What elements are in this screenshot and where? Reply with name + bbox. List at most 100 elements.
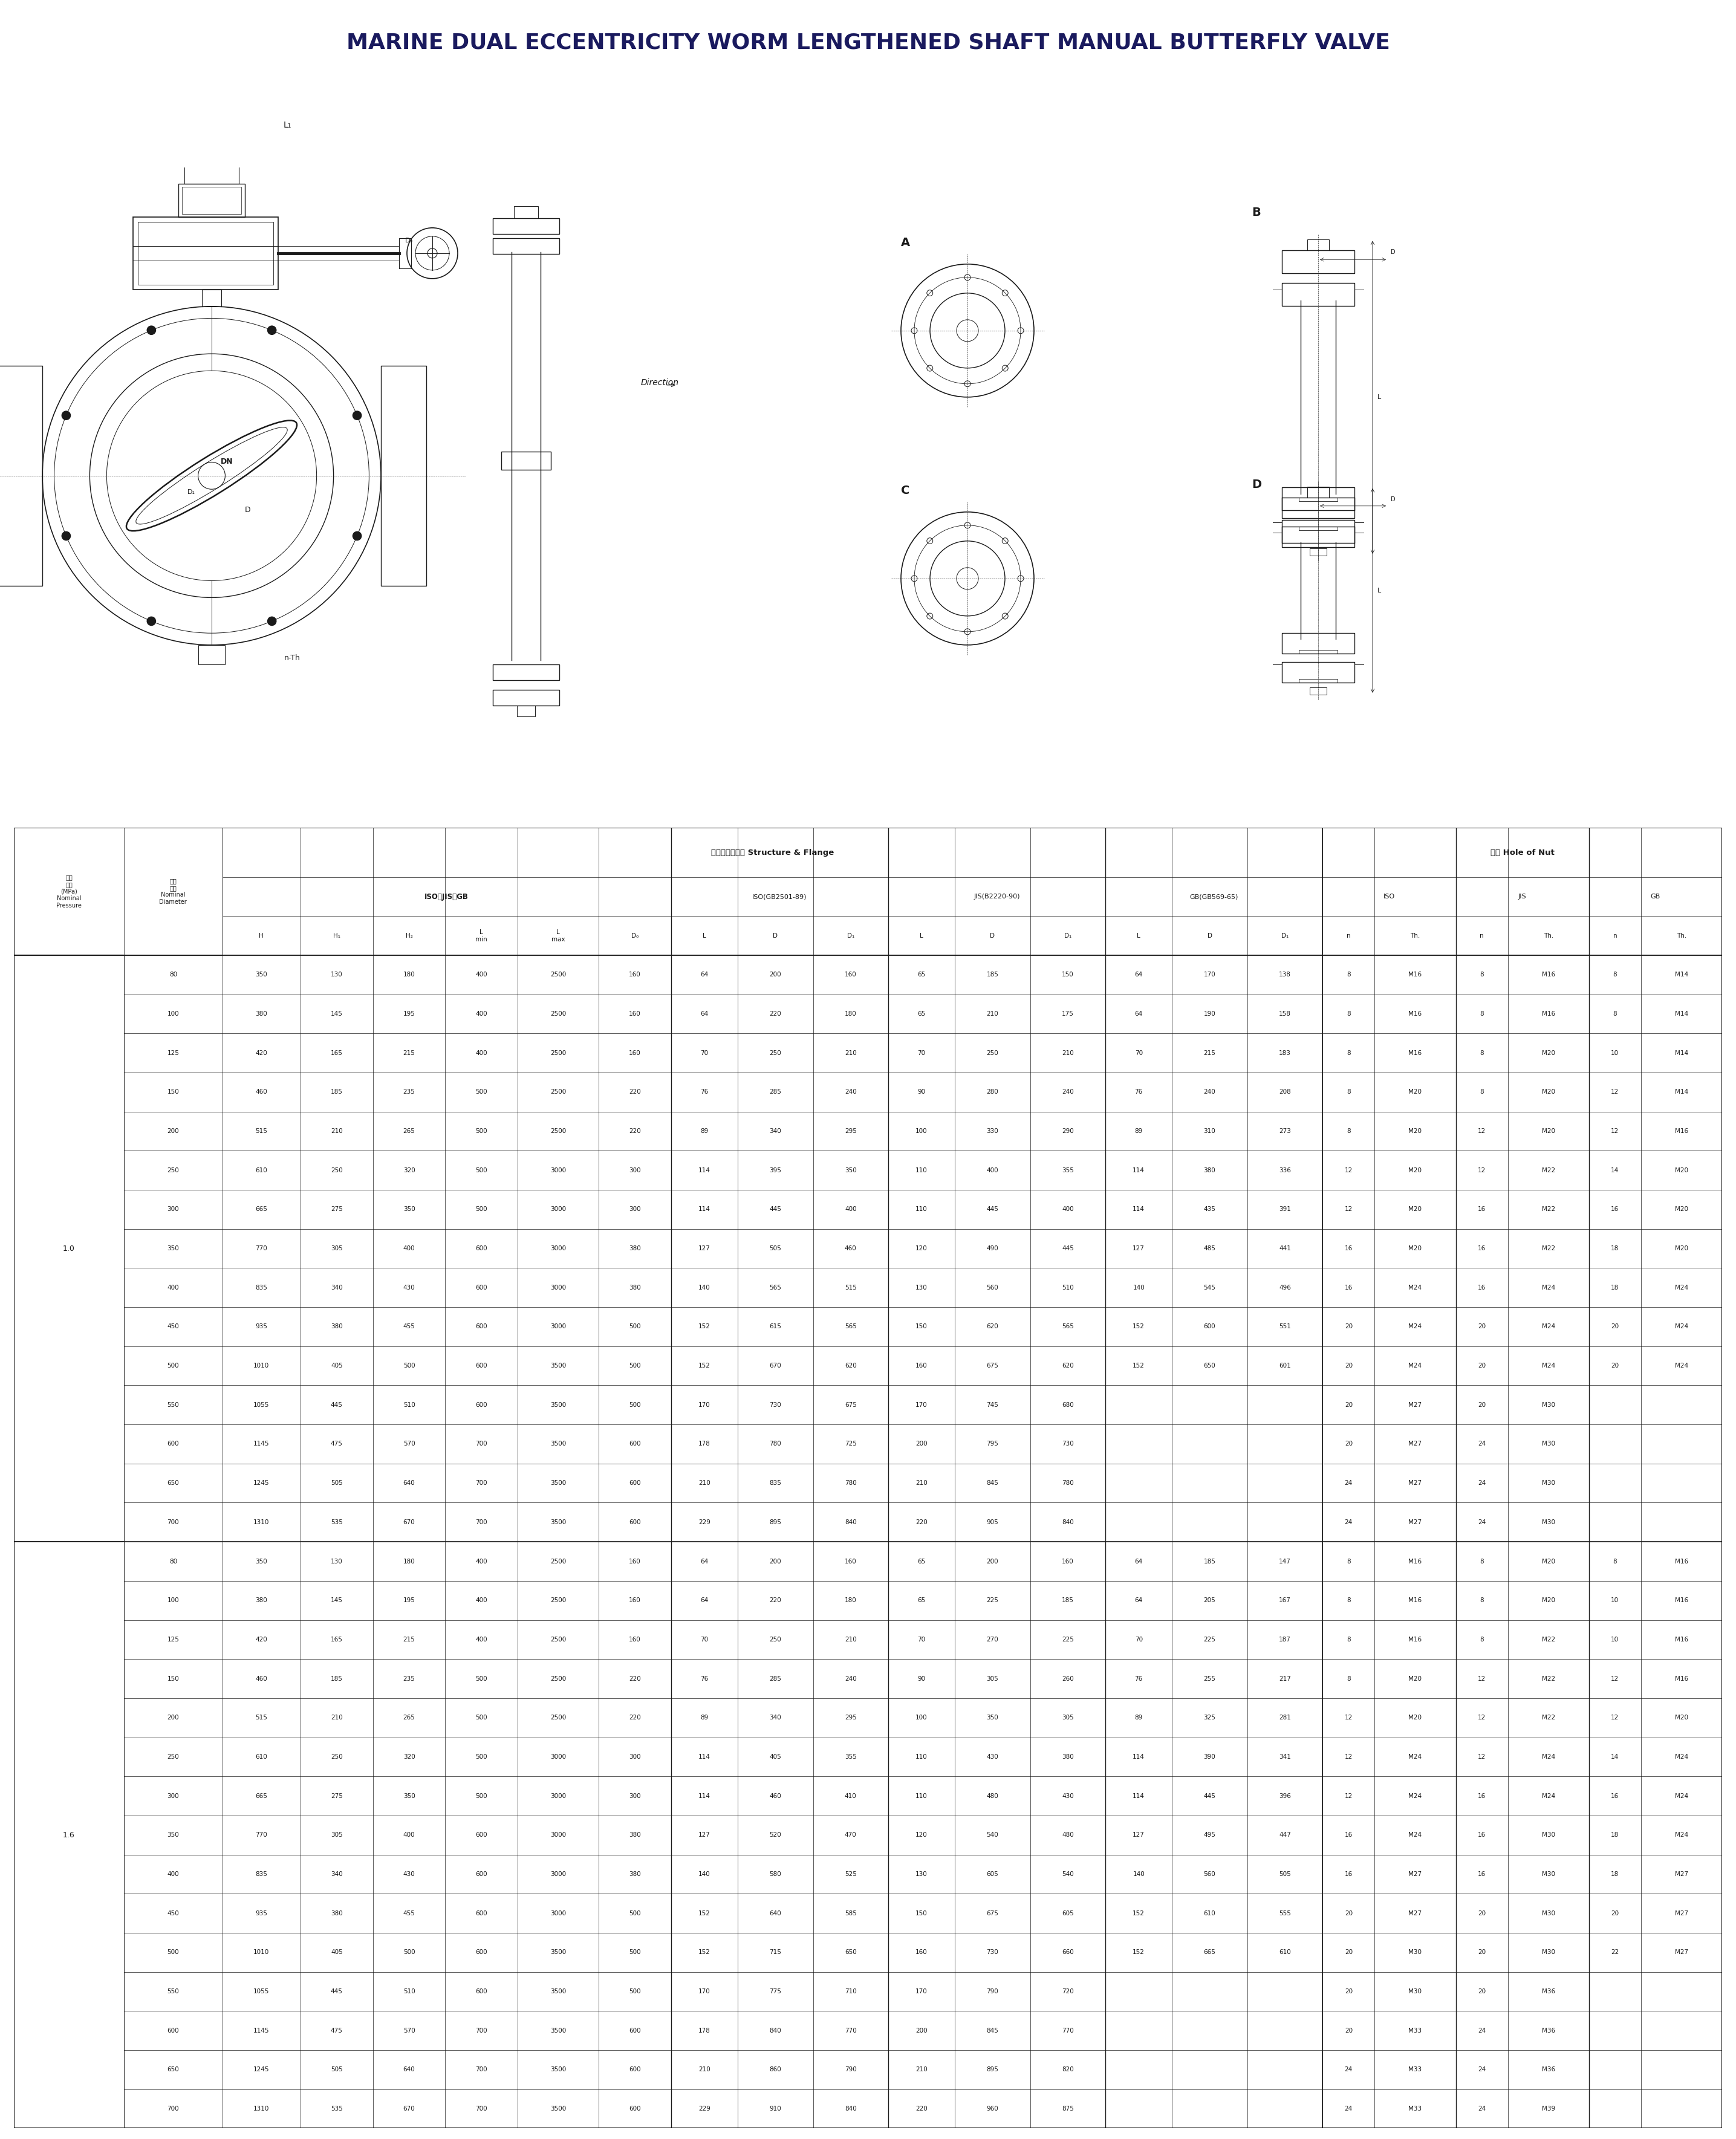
Text: 220: 220 [628, 1675, 641, 1681]
Text: 430: 430 [1062, 1792, 1075, 1799]
Text: 12: 12 [1611, 1089, 1620, 1095]
Text: 187: 187 [1279, 1636, 1292, 1643]
Text: 545: 545 [1203, 1286, 1215, 1290]
Text: 200: 200 [769, 971, 781, 978]
Text: M22: M22 [1542, 1206, 1555, 1213]
Text: M36: M36 [1542, 2066, 1555, 2073]
Text: 835: 835 [255, 1872, 267, 1878]
Text: 138: 138 [1279, 971, 1292, 978]
Text: 8: 8 [1479, 1012, 1484, 1016]
Text: 20: 20 [1477, 1989, 1486, 1994]
Text: 3500: 3500 [550, 1442, 566, 1448]
Bar [137, 222, 273, 284]
Text: 305: 305 [332, 1831, 342, 1837]
Text: GB(GB569-65): GB(GB569-65) [1189, 894, 1238, 901]
Text: 860: 860 [769, 2066, 781, 2073]
Text: 100: 100 [167, 1012, 179, 1016]
Text: 505: 505 [332, 1480, 342, 1487]
Text: 70: 70 [918, 1050, 925, 1057]
Text: 183: 183 [1279, 1050, 1292, 1057]
Text: 250: 250 [769, 1050, 781, 1057]
Text: 185: 185 [330, 1089, 342, 1095]
Text: 770: 770 [845, 2028, 856, 2034]
Text: 145: 145 [330, 1012, 342, 1016]
Text: 281: 281 [1279, 1715, 1292, 1720]
Text: 65: 65 [918, 971, 925, 978]
Text: 229: 229 [698, 2105, 710, 2111]
Text: ISO(GB2501-89): ISO(GB2501-89) [752, 894, 807, 901]
Text: 195: 195 [403, 1012, 415, 1016]
Text: 8: 8 [1347, 1636, 1351, 1643]
Text: 605: 605 [986, 1872, 998, 1878]
Text: 8: 8 [1347, 1127, 1351, 1134]
Text: Th.: Th. [1410, 933, 1420, 939]
Text: M20: M20 [1408, 1675, 1422, 1681]
Text: 65: 65 [918, 1598, 925, 1604]
Text: 490: 490 [986, 1245, 998, 1251]
Text: 70: 70 [700, 1636, 708, 1643]
Text: 435: 435 [1203, 1206, 1215, 1213]
Text: M24: M24 [1408, 1363, 1422, 1369]
Text: 152: 152 [1132, 1910, 1144, 1917]
Text: 600: 600 [476, 1363, 488, 1369]
Text: 公称
压力
(MPa)
Nominal
Pressure: 公称 压力 (MPa) Nominal Pressure [56, 875, 82, 909]
Text: 24: 24 [1477, 2105, 1486, 2111]
Text: Th.: Th. [1543, 933, 1554, 939]
Text: D₁: D₁ [187, 490, 196, 494]
Text: 560: 560 [1203, 1872, 1215, 1878]
Text: 130: 130 [915, 1286, 927, 1290]
Text: 350: 350 [403, 1792, 415, 1799]
Text: 496: 496 [1279, 1286, 1292, 1290]
Text: 460: 460 [845, 1245, 856, 1251]
Text: 600: 600 [628, 1519, 641, 1525]
Text: M27: M27 [1675, 1872, 1689, 1878]
Text: 20: 20 [1345, 1401, 1352, 1407]
Text: 8: 8 [1613, 1559, 1616, 1564]
Text: 127: 127 [1132, 1245, 1144, 1251]
Bar [179, 184, 245, 216]
Text: 225: 225 [1062, 1636, 1075, 1643]
Text: 公称
通径
Nominal
Diameter: 公称 通径 Nominal Diameter [160, 877, 187, 905]
Text: 16: 16 [1477, 1206, 1486, 1213]
Text: 1310: 1310 [253, 1519, 269, 1525]
Text: D₀: D₀ [404, 237, 413, 244]
Text: M20: M20 [1408, 1245, 1422, 1251]
Bar [1299, 650, 1337, 652]
Text: 350: 350 [255, 1559, 267, 1564]
Text: 620: 620 [986, 1324, 998, 1330]
Text: 3500: 3500 [550, 2028, 566, 2034]
Bar [1281, 633, 1354, 652]
Text: M24: M24 [1408, 1831, 1422, 1837]
Text: 460: 460 [255, 1675, 267, 1681]
Text: 600: 600 [476, 1872, 488, 1878]
Text: 1010: 1010 [253, 1949, 269, 1955]
Text: 220: 220 [628, 1089, 641, 1095]
Text: 380: 380 [1062, 1754, 1075, 1760]
Text: 220: 220 [915, 2105, 927, 2111]
Text: M27: M27 [1408, 1872, 1422, 1878]
Text: 100: 100 [915, 1715, 927, 1720]
Text: M30: M30 [1542, 1442, 1555, 1448]
Text: M16: M16 [1408, 971, 1422, 978]
Text: 500: 500 [476, 1715, 488, 1720]
Text: 250: 250 [769, 1636, 781, 1643]
Text: L
max: L max [552, 928, 564, 943]
Text: 120: 120 [915, 1245, 927, 1251]
Text: M30: M30 [1408, 1989, 1422, 1994]
Text: 505: 505 [769, 1245, 781, 1251]
Text: M20: M20 [1542, 1050, 1555, 1057]
Text: 275: 275 [330, 1792, 342, 1799]
Text: 114: 114 [698, 1754, 710, 1760]
Text: D: D [773, 933, 778, 939]
Text: 12: 12 [1477, 1168, 1486, 1174]
Text: 320: 320 [403, 1168, 415, 1174]
Text: 89: 89 [1135, 1127, 1142, 1134]
Text: 20: 20 [1345, 1363, 1352, 1369]
Text: 475: 475 [330, 2028, 342, 2034]
Text: 610: 610 [255, 1754, 267, 1760]
Text: 620: 620 [1062, 1363, 1075, 1369]
Text: 16: 16 [1611, 1792, 1620, 1799]
Text: 2500: 2500 [550, 1636, 566, 1643]
Text: 24: 24 [1477, 1442, 1486, 1448]
Text: M20: M20 [1542, 1127, 1555, 1134]
